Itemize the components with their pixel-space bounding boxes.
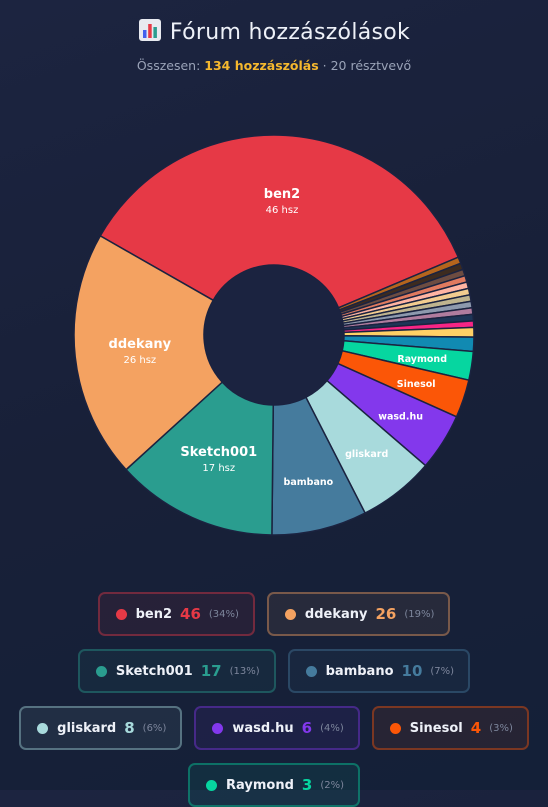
- legend-percent: (2%): [320, 779, 344, 791]
- slice-value-label: 17 hsz: [202, 463, 235, 474]
- legend-count: 6: [301, 719, 313, 737]
- legend-percent: (19%): [404, 608, 435, 620]
- legend-name: bambano: [325, 663, 394, 679]
- chart-title: Fórum hozzászólások: [0, 18, 548, 48]
- legend-count: 3: [301, 776, 313, 794]
- slice-label: wasd.hu: [378, 411, 423, 422]
- subtitle-prefix: Összesen:: [136, 58, 201, 73]
- legend-count: 10: [401, 662, 423, 680]
- legend-name: wasd.hu: [232, 720, 294, 736]
- legend-color-dot: [212, 722, 224, 734]
- legend-item-gliskard[interactable]: gliskard 8 (6%): [19, 706, 183, 750]
- slice-label: bambano: [284, 477, 334, 488]
- slice-label: Raymond: [397, 354, 447, 365]
- legend-color-dot: [389, 722, 401, 734]
- slice-value-label: 26 hsz: [123, 355, 156, 366]
- chart-header: Fórum hozzászólások Összesen: 134 hozzás…: [0, 18, 548, 73]
- legend-item-sinesol[interactable]: Sinesol 4 (3%): [371, 706, 529, 750]
- slice-label: ben2: [264, 187, 300, 202]
- legend-count: 26: [375, 605, 397, 623]
- legend-color-dot: [37, 722, 49, 734]
- slice-label: Sinesol: [397, 379, 436, 390]
- legend-item-wasd-hu[interactable]: wasd.hu 6 (4%): [194, 706, 360, 750]
- legend-name: Raymond: [225, 777, 294, 793]
- legend-name: ddekany: [304, 606, 368, 622]
- legend-count: 17: [200, 662, 222, 680]
- chart-legend: ben2 46 (34%) ddekany 26 (19%) Sketch001 17 (13%…: [0, 592, 548, 807]
- slice-label: Sketch001: [180, 445, 257, 460]
- legend-color-dot: [115, 608, 127, 620]
- legend-count: 4: [470, 719, 482, 737]
- slice-label: gliskard: [345, 449, 388, 460]
- slice-label: ddekany: [109, 337, 172, 352]
- subtitle-suffix: · 20 résztvevő: [322, 58, 412, 73]
- legend-item-sketch001[interactable]: Sketch001 17 (13%): [77, 649, 276, 693]
- legend-percent: (4%): [320, 722, 344, 734]
- legend-percent: (3%): [489, 722, 513, 734]
- legend-percent: (7%): [430, 665, 455, 677]
- legend-count: 8: [124, 719, 135, 737]
- slice-value-label: 46 hsz: [266, 205, 299, 216]
- legend-name: gliskard: [57, 720, 117, 736]
- legend-name: Sketch001: [115, 663, 193, 679]
- legend-item-ddekany[interactable]: ddekany 26 (19%): [266, 592, 451, 636]
- legend-percent: (13%): [229, 665, 260, 677]
- legend-color-dot: [205, 779, 217, 791]
- legend-item-raymond[interactable]: Raymond 3 (2%): [187, 763, 360, 807]
- subtitle-total: 134 hozzászólás: [204, 58, 319, 73]
- legend-name: Sinesol: [409, 720, 463, 736]
- donut-hole: [204, 265, 344, 405]
- legend-name: ben2: [135, 606, 173, 622]
- donut-chart: ben2 46 hsz Raymond Sinesol wasd.hu gliskard b…: [73, 134, 475, 536]
- legend-item-ben2[interactable]: ben2 46 (34%): [97, 592, 255, 636]
- legend-color-dot: [95, 665, 107, 677]
- legend-percent: (6%): [142, 722, 167, 734]
- legend-percent: (34%): [208, 608, 239, 620]
- legend-color-dot: [305, 665, 317, 677]
- bar-chart-icon: [138, 18, 162, 48]
- chart-title-text: Fórum hozzászólások: [169, 20, 411, 45]
- legend-count: 46: [180, 605, 201, 623]
- legend-color-dot: [284, 608, 296, 620]
- chart-subtitle: Összesen: 134 hozzászólás · 20 résztvevő: [0, 58, 548, 73]
- legend-item-bambano[interactable]: bambano 10 (7%): [287, 649, 471, 693]
